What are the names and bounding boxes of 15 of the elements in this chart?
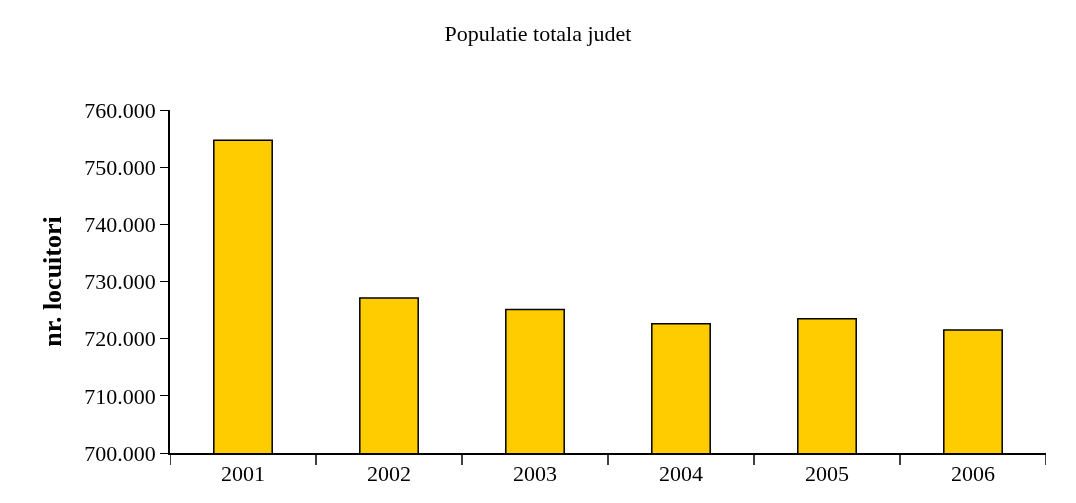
chart-title: Populatie totala judet [444, 20, 632, 46]
y-tick-label: 760.000 [84, 97, 156, 123]
x-tick-label: 2001 [221, 461, 265, 487]
y-tick-label: 720.000 [84, 326, 156, 352]
y-tick-label: 750.000 [84, 154, 156, 180]
x-tick-label: 2005 [805, 461, 849, 487]
x-tick-label: 2004 [659, 461, 703, 487]
y-tick-label: 740.000 [84, 212, 156, 238]
x-tick-label: 2002 [367, 461, 411, 487]
y-tick-label: 730.000 [84, 269, 156, 295]
x-tick-label: 2003 [513, 461, 557, 487]
x-tick-label: 2006 [951, 461, 995, 487]
y-tick-label: 710.000 [84, 383, 156, 409]
y-tick-label: 700.000 [84, 440, 156, 466]
y-axis-title: nr. locuitori [38, 216, 68, 347]
